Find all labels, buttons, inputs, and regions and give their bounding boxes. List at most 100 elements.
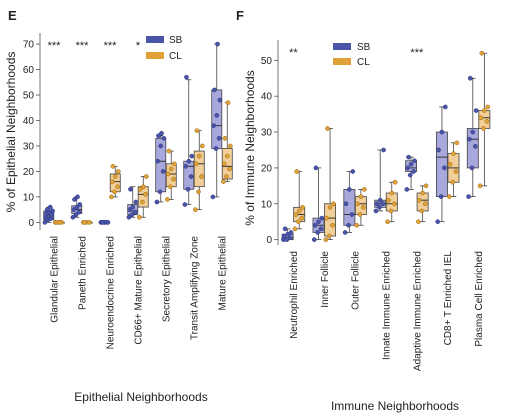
data-point <box>357 212 363 217</box>
y-tick-label: 10 <box>23 192 35 203</box>
data-point <box>193 207 198 212</box>
category-secretory-epithelial <box>154 130 177 205</box>
data-point <box>211 123 217 128</box>
data-point <box>450 179 455 185</box>
data-point <box>137 214 142 220</box>
data-point <box>168 166 174 172</box>
data-point <box>451 151 456 156</box>
data-point <box>70 214 76 220</box>
x-tick-label: Transit Amplifying Zone <box>190 236 201 341</box>
data-point <box>481 126 486 131</box>
data-point <box>313 165 319 171</box>
data-point <box>194 128 200 134</box>
data-point <box>160 169 166 174</box>
data-point <box>127 207 133 212</box>
data-point <box>318 226 324 232</box>
panel-f: F % of Immune Neighborhoods Immune Neigh… <box>236 8 491 413</box>
category-transit-amplifying-zone <box>182 74 205 212</box>
data-point <box>155 158 161 164</box>
box-cl <box>165 148 177 202</box>
data-point <box>224 174 229 179</box>
category-mature-epithelial <box>210 41 233 200</box>
data-point <box>389 190 395 196</box>
category-neuroendocrine-enriched <box>98 163 121 225</box>
data-point <box>385 219 390 225</box>
box-cl <box>323 126 337 242</box>
data-point <box>331 201 336 207</box>
data-point <box>77 202 83 207</box>
box-cl <box>109 163 121 200</box>
data-point <box>350 169 356 174</box>
data-point <box>75 194 80 200</box>
data-point <box>435 219 441 225</box>
data-point <box>296 219 301 225</box>
y-tick-label: 50 <box>23 91 35 102</box>
data-point <box>171 161 177 167</box>
data-point <box>479 50 485 56</box>
data-point <box>346 222 351 228</box>
box-sb <box>182 74 195 207</box>
legend-swatch-cl <box>333 58 351 65</box>
data-point <box>105 220 111 225</box>
data-point <box>466 194 471 199</box>
data-point <box>217 97 223 103</box>
x-tick-label: Glandular Epithelial <box>50 236 61 323</box>
data-point <box>292 226 298 232</box>
data-point <box>156 133 161 139</box>
data-point <box>185 186 191 192</box>
y-tick-label: 70 <box>23 40 35 51</box>
category-adaptive-immune-enriched <box>404 154 429 225</box>
data-point <box>73 212 79 218</box>
data-point <box>442 165 447 171</box>
data-point <box>325 126 330 131</box>
x-tick-label: Innate Immune Enriched <box>382 251 393 360</box>
data-point <box>377 205 382 210</box>
data-point <box>161 135 167 141</box>
data-point <box>407 172 413 178</box>
data-point <box>299 215 305 221</box>
data-point <box>423 183 429 189</box>
box-sb <box>154 130 167 205</box>
category-glandular-epithelial <box>42 204 65 225</box>
data-point <box>112 174 118 179</box>
box-cl <box>53 220 65 225</box>
significance-marker: ** <box>289 47 298 59</box>
y-tick-label: 10 <box>261 199 273 210</box>
data-point <box>419 208 425 214</box>
box-sb <box>373 147 387 214</box>
y-tick-label: 40 <box>261 92 273 103</box>
y-axis-label: % of Epithelial Neighborhoods <box>4 52 18 213</box>
data-point <box>342 230 348 235</box>
category-neutrophil-enriched <box>281 169 306 242</box>
data-point <box>166 148 172 154</box>
box-sb <box>342 169 356 235</box>
category-outer-follicle <box>342 169 367 235</box>
data-point <box>109 194 114 200</box>
box-cl <box>221 100 233 184</box>
data-point <box>377 197 383 203</box>
x-tick-label: CD8+ T Enriched IEL <box>443 251 454 346</box>
box-cl <box>193 128 205 212</box>
data-point <box>193 161 199 167</box>
data-point <box>296 208 302 214</box>
data-point <box>128 186 133 192</box>
data-point <box>294 169 300 174</box>
data-point <box>221 179 226 184</box>
y-tick-label: 60 <box>23 65 35 76</box>
data-point <box>183 163 189 169</box>
data-point <box>227 166 232 172</box>
data-point <box>405 165 411 171</box>
data-point <box>380 201 386 207</box>
data-point <box>406 154 411 160</box>
data-point <box>412 158 417 164</box>
category-paneth-enriched <box>70 194 93 225</box>
data-point <box>159 130 164 136</box>
box-sb <box>70 194 83 220</box>
data-point <box>354 222 360 228</box>
x-axis-label: Immune Neighborhoods <box>331 399 459 413</box>
data-point <box>140 184 146 190</box>
data-point <box>216 135 222 141</box>
data-point <box>411 169 416 174</box>
data-point <box>447 161 453 167</box>
box-cl <box>81 220 93 225</box>
